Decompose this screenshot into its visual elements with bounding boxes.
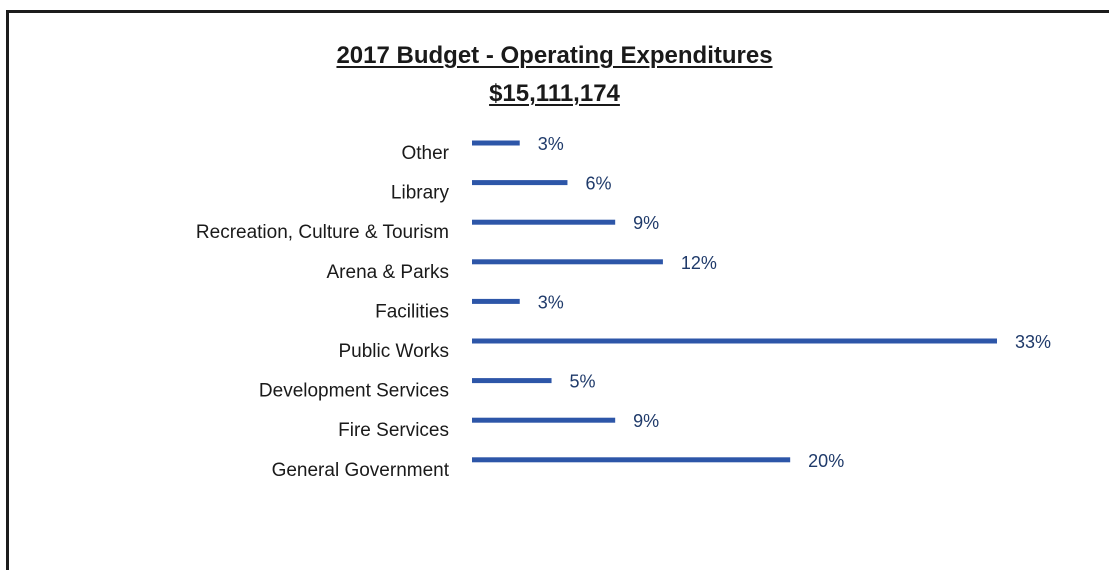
value-label-arena-parks: 12%: [681, 253, 717, 273]
bar-other: [472, 140, 520, 146]
value-label-general-government: 20%: [808, 451, 844, 471]
category-label-fire-services: Fire Services: [338, 420, 449, 441]
category-label-arena-parks: Arena & Parks: [327, 262, 450, 283]
value-label-development-services: 5%: [570, 372, 596, 392]
value-label-fire-services: 9%: [633, 411, 659, 431]
category-labels: Other Library Recreation, Culture & Touris…: [196, 143, 450, 481]
value-label-public-works: 33%: [1015, 332, 1051, 352]
category-label-general-government: General Government: [272, 460, 450, 481]
category-label-library: Library: [391, 183, 450, 204]
value-label-library: 6%: [585, 174, 611, 194]
bar-fire-services: [472, 417, 616, 423]
value-label-recreation-culture-tourism: 9%: [633, 213, 659, 233]
bar-recreation-culture-tourism: [472, 219, 616, 225]
category-label-facilities: Facilities: [375, 301, 449, 322]
bar-general-government: [472, 457, 791, 463]
bar-arena-parks: [472, 259, 663, 265]
value-label-facilities: 3%: [538, 292, 564, 312]
value-labels: 3% 6% 9% 12% 3% 33% 5% 9% 20%: [538, 134, 1051, 471]
category-label-public-works: Public Works: [338, 341, 449, 362]
category-label-development-services: Development Services: [259, 381, 449, 402]
bar-library: [472, 180, 568, 186]
value-label-other: 3%: [538, 134, 564, 154]
category-label-other: Other: [401, 143, 449, 164]
chart-title: 2017 Budget - Operating Expenditures: [336, 42, 773, 69]
bars: [472, 140, 997, 463]
bar-development-services: [472, 378, 552, 384]
chart-frame: [6, 10, 1109, 570]
category-label-recreation-culture-tourism: Recreation, Culture & Tourism: [196, 222, 449, 243]
bar-public-works: [472, 338, 997, 344]
chart-subtitle: $15,111,174: [489, 80, 620, 107]
bar-facilities: [472, 298, 520, 304]
